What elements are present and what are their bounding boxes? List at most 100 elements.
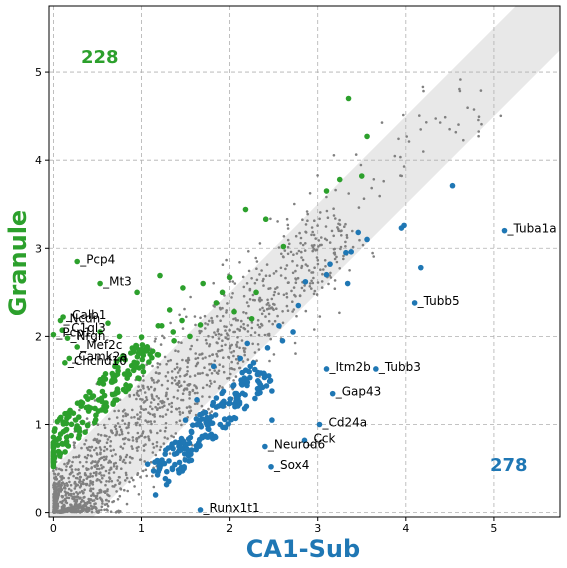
background-point [194, 323, 197, 327]
background-point [231, 292, 234, 295]
background-point [83, 455, 87, 459]
background-point [61, 495, 64, 499]
ca1sub-point [398, 225, 405, 231]
background-point [304, 223, 308, 226]
background-point [257, 348, 261, 351]
background-point [264, 315, 267, 318]
background-point [221, 306, 224, 310]
background-point [105, 434, 108, 438]
background-point [121, 460, 125, 463]
background-point [210, 410, 213, 413]
background-point [263, 333, 267, 337]
ca1sub-point [187, 434, 194, 441]
x-tick-label: 4 [402, 522, 409, 535]
background-point [143, 391, 147, 394]
background-point [230, 296, 233, 299]
background-point [103, 445, 107, 449]
background-point [300, 264, 304, 268]
background-point [217, 369, 221, 373]
gene-label: _Calb1 [65, 308, 106, 322]
background-point [85, 477, 89, 480]
background-point [345, 233, 349, 237]
background-point [203, 366, 206, 370]
background-point [125, 453, 129, 457]
background-point [267, 287, 270, 291]
ca1sub-point [199, 433, 206, 440]
background-point [205, 342, 209, 345]
background-point [186, 370, 189, 373]
background-point [151, 407, 154, 411]
background-point [174, 349, 177, 353]
background-point [162, 442, 166, 445]
granule-point [123, 382, 129, 388]
background-point [201, 395, 204, 398]
background-point [248, 298, 252, 301]
background-point [291, 300, 294, 304]
background-point [280, 252, 283, 256]
background-point [101, 502, 104, 505]
background-point [256, 323, 260, 327]
background-point [103, 503, 107, 506]
background-point [150, 422, 153, 426]
background-point [303, 249, 307, 252]
background-point [232, 379, 235, 382]
background-point [116, 422, 120, 425]
background-point [236, 327, 239, 331]
background-point [173, 379, 177, 382]
background-point [246, 324, 250, 327]
ca1sub-point [205, 426, 211, 432]
background-point [299, 236, 303, 240]
granule-point [59, 441, 66, 447]
background-point [200, 330, 203, 333]
background-point [170, 401, 174, 405]
background-point [65, 510, 69, 514]
background-point [102, 449, 106, 453]
background-point [166, 408, 169, 412]
background-point [103, 508, 106, 512]
background-point [218, 384, 222, 388]
background-point [221, 365, 225, 368]
background-point [99, 480, 103, 484]
ca1sub-point [150, 468, 157, 474]
background-point [313, 243, 316, 247]
background-point [94, 446, 98, 450]
background-point [272, 308, 275, 312]
background-point [332, 251, 336, 255]
background-point [185, 406, 189, 409]
background-point [301, 243, 305, 247]
background-point [139, 411, 142, 414]
granule-point [139, 342, 146, 348]
background-point [77, 455, 80, 459]
background-point [156, 431, 159, 435]
background-point [283, 249, 287, 252]
background-point [83, 488, 86, 492]
background-point [458, 89, 462, 93]
background-point [99, 433, 103, 437]
background-point [78, 480, 81, 484]
background-point [268, 359, 271, 363]
gene-label: _Cck [307, 431, 336, 445]
background-point [466, 106, 469, 109]
granule-point [157, 272, 163, 279]
y-tick-label: 3 [35, 242, 42, 255]
background-point [107, 461, 110, 464]
background-point [90, 510, 94, 514]
background-point [84, 508, 88, 512]
background-point [266, 333, 270, 336]
ca1sub-point [178, 435, 185, 442]
background-point [306, 219, 309, 222]
background-point [170, 370, 174, 373]
background-point [351, 245, 355, 249]
background-point [155, 395, 159, 398]
background-point [251, 293, 255, 297]
background-point [105, 480, 108, 483]
background-point [84, 439, 88, 442]
labeled-gene-point [316, 421, 323, 428]
background-point [108, 435, 111, 439]
background-point [422, 150, 425, 153]
background-point [291, 259, 294, 263]
background-point [157, 402, 160, 406]
background-point [62, 476, 65, 480]
granule-point [110, 373, 117, 380]
